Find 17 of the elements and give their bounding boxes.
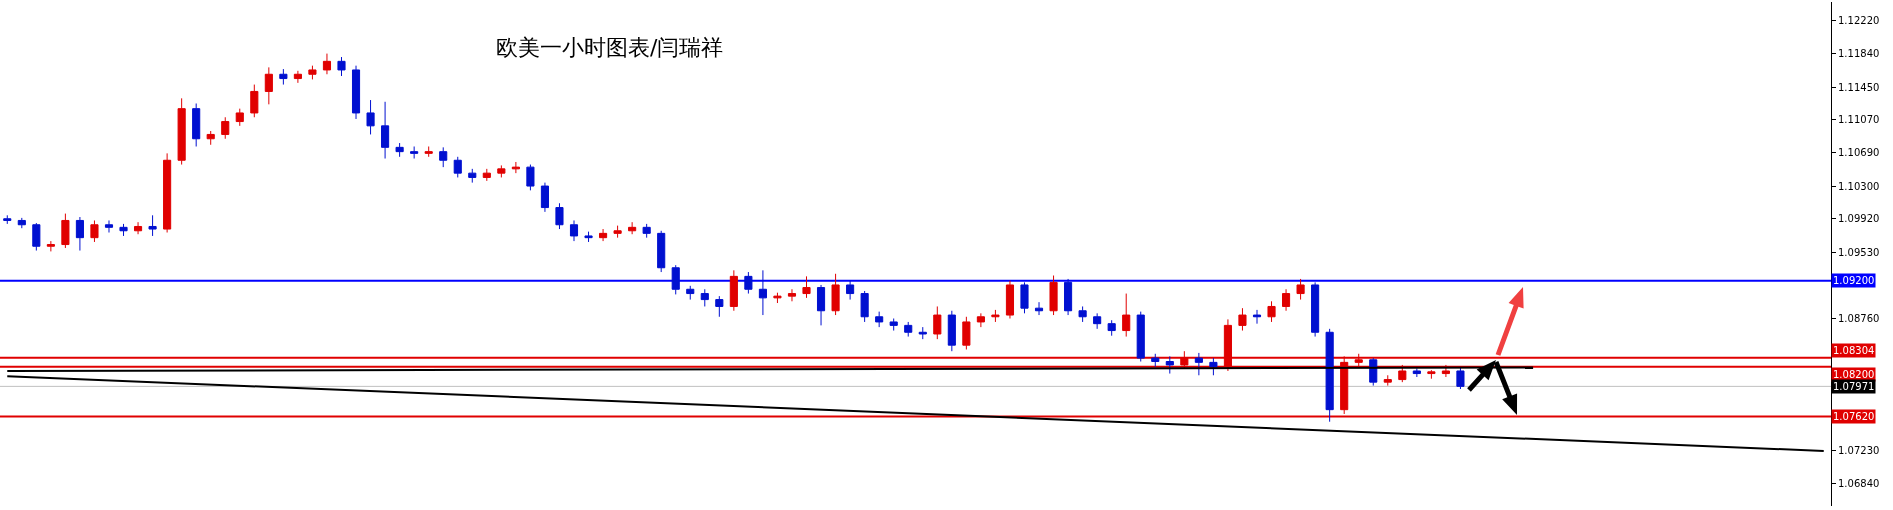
y-tick-label: 1.07230 (1838, 444, 1880, 456)
y-tick-label: 1.08760 (1838, 313, 1880, 325)
y-tick-label: 1.12220 (1838, 15, 1880, 27)
ref-line-label: 1.07971 (1833, 381, 1875, 392)
y-tick-label: 1.10690 (1838, 147, 1880, 159)
ref-line-label: 1.08200 (1833, 369, 1875, 380)
y-tick-label: 1.11840 (1838, 48, 1880, 60)
ref-line-label: 1.08304 (1833, 345, 1875, 356)
ref-line-label: 1.09200 (1833, 275, 1875, 286)
y-tick-label: 1.09920 (1838, 213, 1880, 225)
y-tick-label: 1.09530 (1838, 246, 1880, 258)
y-tick-label: 1.11450 (1838, 81, 1880, 93)
y-tick-label: 1.11070 (1838, 114, 1880, 126)
y-tick-label: 1.06840 (1838, 478, 1880, 490)
text: 欧美一小时图表/闫瑞祥 (496, 35, 724, 60)
y-tick-label: 1.10300 (1838, 180, 1880, 192)
ref-line-label: 1.07620 (1833, 411, 1875, 422)
